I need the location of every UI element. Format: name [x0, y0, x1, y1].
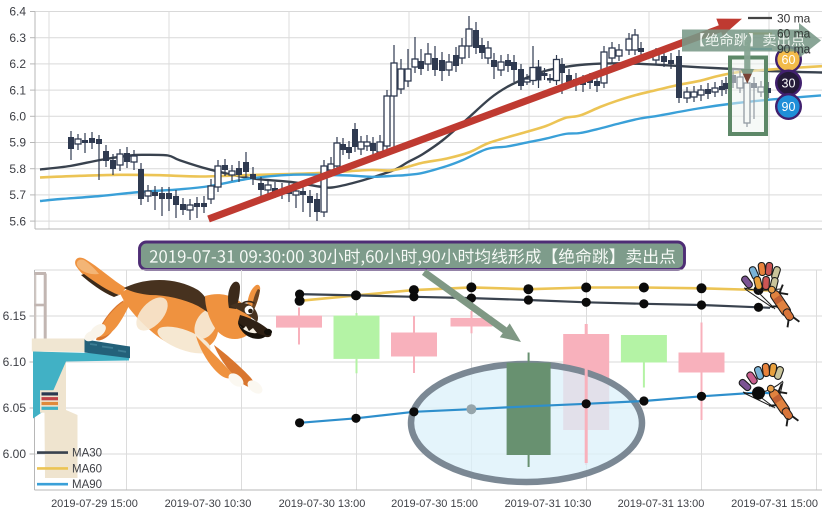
svg-text:2019-07-31 13:00: 2019-07-31 13:00	[618, 498, 705, 510]
svg-text:6.15: 6.15	[3, 309, 27, 323]
svg-text:2019-07-30 13:00: 2019-07-30 13:00	[279, 498, 366, 510]
svg-text:6.4: 6.4	[9, 5, 26, 19]
svg-text:60 ma: 60 ma	[777, 27, 811, 41]
svg-text:2019-07-31 10:30: 2019-07-31 10:30	[505, 498, 592, 510]
svg-text:2019-07-30 15:00: 2019-07-30 15:00	[391, 498, 478, 510]
svg-text:2019-07-30 10:30: 2019-07-30 10:30	[165, 498, 252, 510]
svg-text:5.7: 5.7	[9, 188, 26, 202]
svg-text:MA60: MA60	[72, 463, 102, 475]
svg-text:2019-07-31 15:00: 2019-07-31 15:00	[731, 498, 818, 510]
svg-text:90 ma: 90 ma	[777, 42, 811, 56]
svg-text:6.10: 6.10	[3, 355, 27, 369]
svg-text:60: 60	[782, 53, 796, 67]
svg-text:6.0: 6.0	[9, 110, 26, 124]
svg-text:6.1: 6.1	[9, 83, 26, 97]
svg-text:90: 90	[782, 100, 796, 114]
svg-text:5.9: 5.9	[9, 136, 26, 150]
svg-text:6.3: 6.3	[9, 31, 26, 45]
svg-text:2019-07-29 15:00: 2019-07-29 15:00	[51, 498, 138, 510]
svg-text:5.8: 5.8	[9, 162, 26, 176]
svg-text:30 ma: 30 ma	[777, 12, 811, 26]
svg-text:MA30: MA30	[72, 448, 102, 460]
svg-text:30: 30	[782, 77, 796, 91]
svg-text:6.05: 6.05	[3, 401, 27, 415]
svg-text:MA90: MA90	[72, 479, 102, 491]
svg-text:6.2: 6.2	[9, 57, 26, 71]
svg-text:5.6: 5.6	[9, 214, 26, 228]
svg-text:6.00: 6.00	[3, 447, 27, 461]
